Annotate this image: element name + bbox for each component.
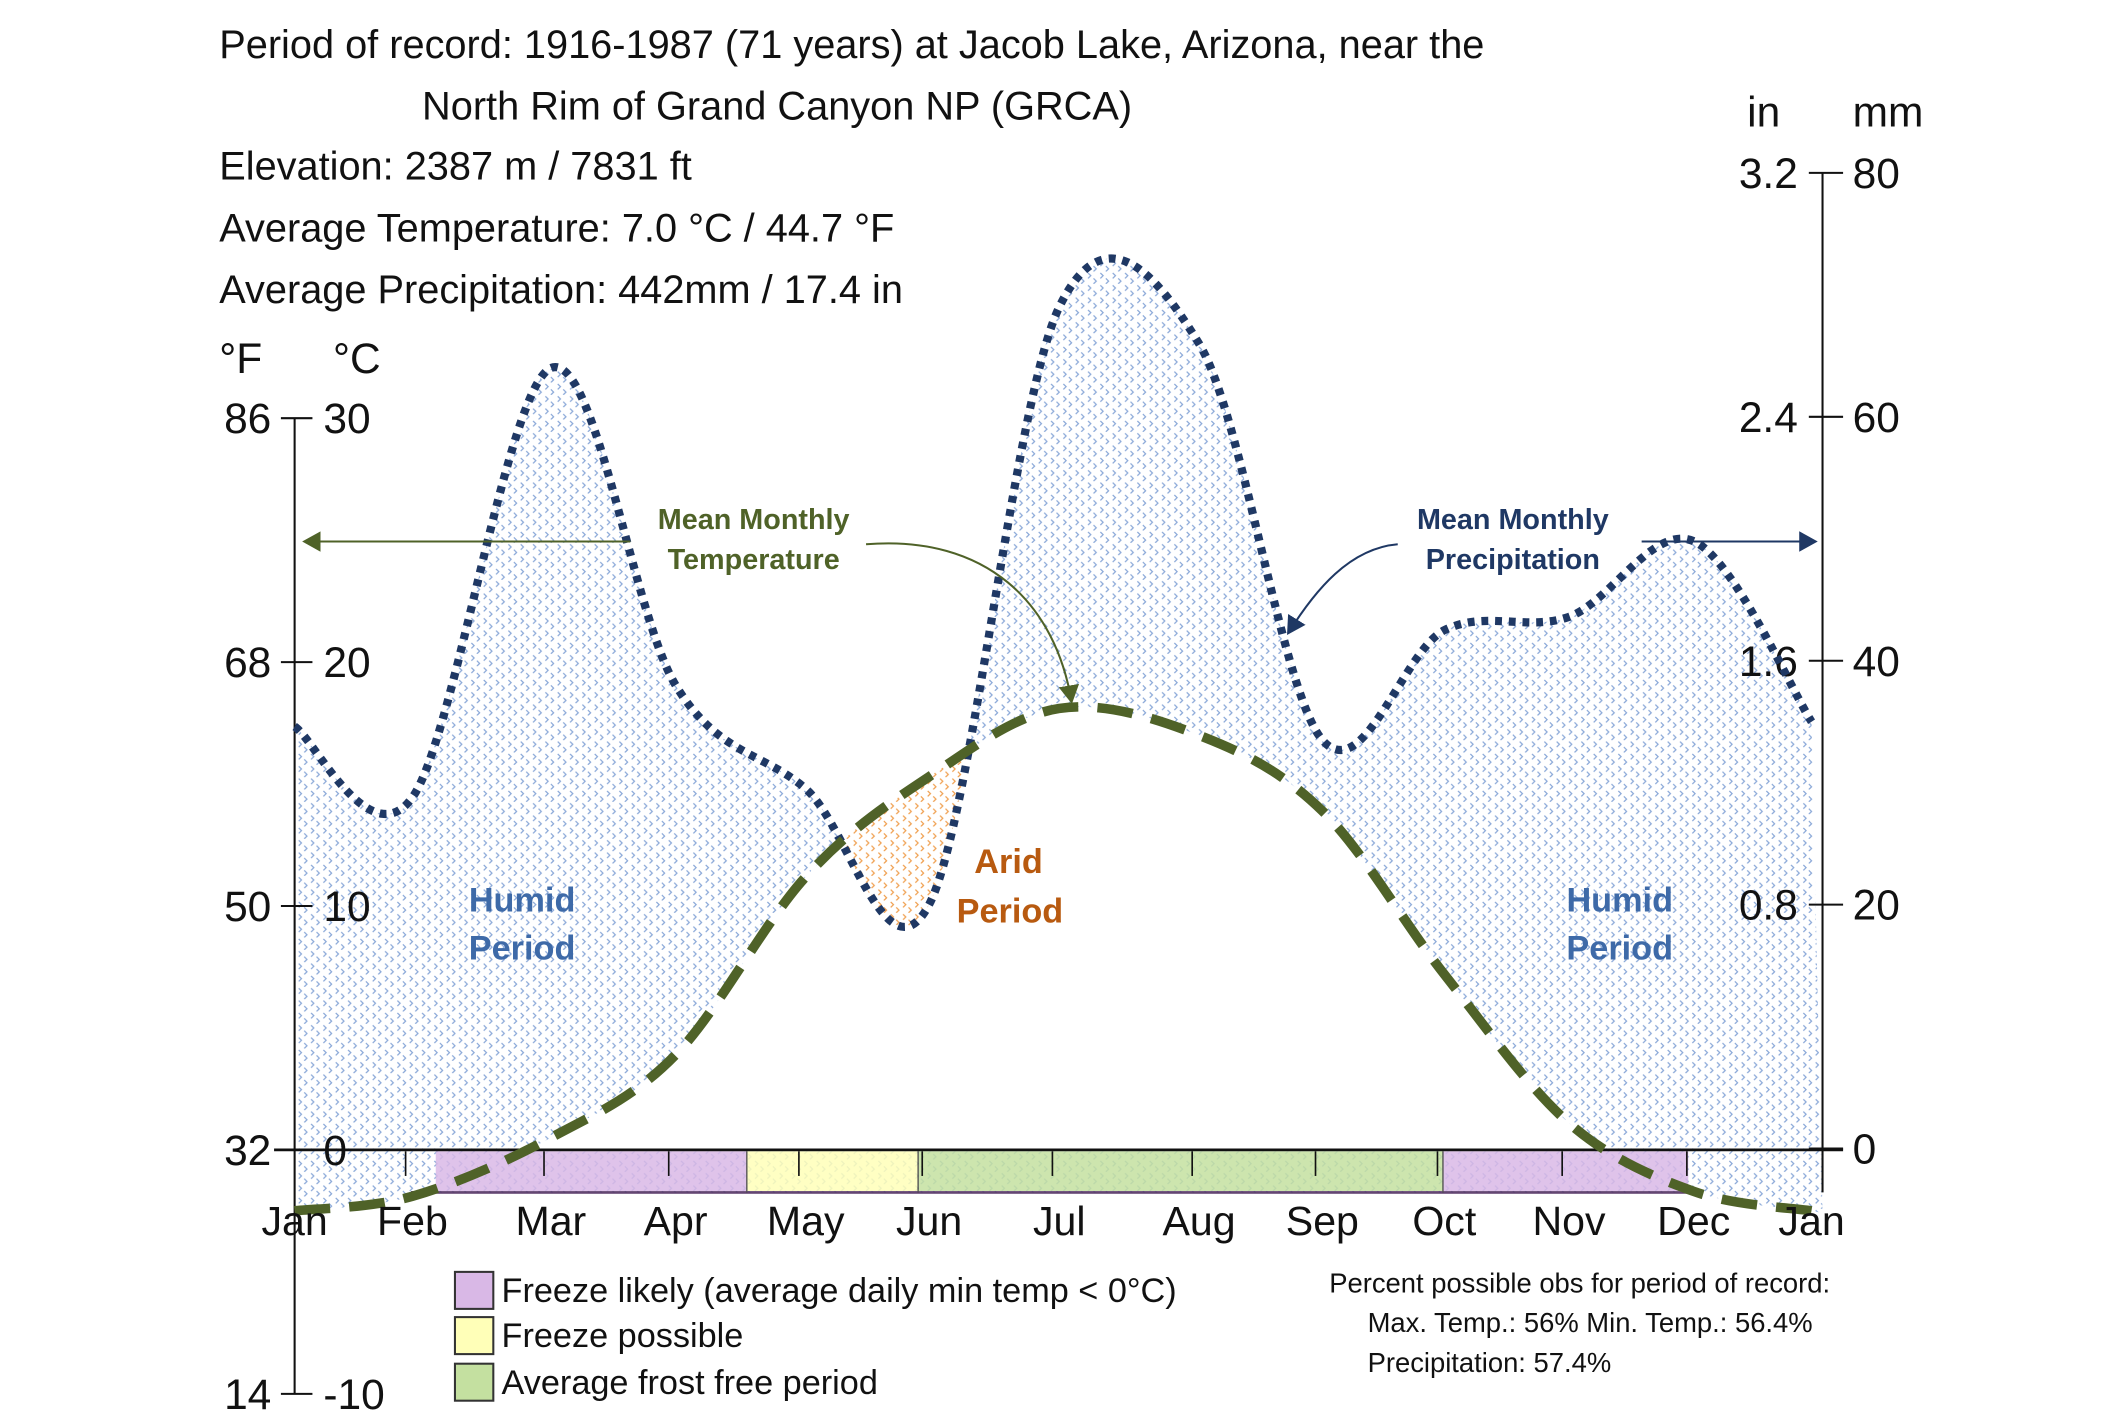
month-label: Mar xyxy=(515,1198,586,1244)
precipitation-label-1: Mean Monthly xyxy=(1417,504,1609,536)
unit-f: °F xyxy=(219,336,262,383)
month-label: Nov xyxy=(1532,1198,1606,1244)
tick-label-mm: 60 xyxy=(1853,395,1900,442)
legend: Freeze likely (average daily min temp < … xyxy=(453,1270,1177,1402)
tick-label-f: 50 xyxy=(224,884,271,931)
humid-left-2: Period xyxy=(469,929,576,967)
band-texture xyxy=(435,1151,1689,1193)
header: Period of record: 1916-1987 (71 years) a… xyxy=(219,23,1484,312)
tick-label-f: 32 xyxy=(224,1128,271,1175)
tick-label-in: 3.2 xyxy=(1739,151,1798,198)
note-line1: Percent possible obs for period of recor… xyxy=(1329,1267,1830,1298)
month-label: Jun xyxy=(896,1198,962,1244)
month-label: Dec xyxy=(1657,1198,1730,1244)
month-label: Oct xyxy=(1412,1198,1477,1244)
month-label: Jul xyxy=(1033,1198,1086,1244)
precipitation-pointer xyxy=(1287,543,1398,636)
month-label: Jan xyxy=(261,1198,327,1244)
legend-freeze-likely: Freeze likely (average daily min temp < … xyxy=(502,1272,1177,1310)
note-line3: Precipitation: 57.4% xyxy=(1368,1347,1612,1378)
elevation: Elevation: 2387 m / 7831 ft xyxy=(219,145,692,189)
note-line2: Max. Temp.: 56% Min. Temp.: 56.4% xyxy=(1368,1307,1813,1338)
header-line1: Period of record: 1916-1987 (71 years) a… xyxy=(219,23,1484,67)
tick-label-c: 30 xyxy=(323,396,370,443)
average-precipitation: Average Precipitation: 442mm / 17.4 in xyxy=(219,268,903,312)
humid-right-1: Humid xyxy=(1566,881,1673,919)
unit-mm: mm xyxy=(1853,89,1924,136)
tick-label-c: 20 xyxy=(323,640,370,687)
observation-notes: Percent possible obs for period of recor… xyxy=(1329,1267,1830,1377)
temperature-label-1: Mean Monthly xyxy=(658,504,850,536)
precipitation-label-2: Precipitation xyxy=(1426,544,1600,576)
unit-c: °C xyxy=(333,336,381,383)
temperature-pointer xyxy=(865,542,1080,704)
tick-label-f: 86 xyxy=(224,396,271,443)
month-label: Feb xyxy=(377,1198,448,1244)
month-label: May xyxy=(767,1198,845,1244)
tick-label-mm: 0 xyxy=(1853,1127,1877,1174)
month-label: Aug xyxy=(1162,1198,1235,1244)
month-labels: Jan Feb Mar Apr May Jun Jul Aug Sep Oct Nov Dec Jan xyxy=(261,1198,1844,1244)
temperature-line xyxy=(294,702,1813,1216)
arid-label-1: Arid xyxy=(974,843,1043,881)
tick-label-c: 10 xyxy=(323,884,370,931)
month-label: Sep xyxy=(1286,1198,1359,1244)
tick-label-in: 0.8 xyxy=(1739,883,1798,930)
tick-label-mm: 80 xyxy=(1853,151,1900,198)
header-line2: North Rim of Grand Canyon NP (GRCA) xyxy=(422,84,1132,128)
unit-in: in xyxy=(1747,89,1780,136)
average-temperature: Average Temperature: 7.0 °C / 44.7 °F xyxy=(219,206,894,250)
humid-right-2: Period xyxy=(1566,929,1673,967)
tick-label-mm: 40 xyxy=(1853,639,1900,686)
tick-label-in: 2.4 xyxy=(1739,395,1798,442)
tick-label-f: 14 xyxy=(224,1372,271,1416)
humid-left-1: Humid xyxy=(469,881,576,919)
below-temperature-area xyxy=(294,706,1823,1213)
tick-label-c: 0 xyxy=(323,1128,347,1175)
tick-label-f: 68 xyxy=(224,640,271,687)
legend-frost-free: Average frost free period xyxy=(502,1364,878,1402)
tick-label-in: 1.6 xyxy=(1739,639,1798,686)
legend-swatch-freeze-likely xyxy=(453,1270,495,1310)
legend-freeze-possible: Freeze possible xyxy=(502,1317,744,1355)
month-label: Jan xyxy=(1778,1198,1844,1244)
freeze-bands xyxy=(411,1151,1689,1194)
month-label: Apr xyxy=(644,1198,708,1244)
tick-label-mm: 20 xyxy=(1853,883,1900,930)
temperature-label-2: Temperature xyxy=(668,544,840,576)
legend-swatch-frost-free xyxy=(453,1362,495,1402)
tick-label-c: -10 xyxy=(323,1372,384,1416)
arid-label-2: Period xyxy=(957,892,1064,930)
axis-ticks: 86 30 68 20 50 10 32 0 14 -10 3.2 80 2.4 60 1.6 40 0.8 20… xyxy=(224,151,1900,1416)
legend-swatch-freeze-possible xyxy=(453,1316,495,1356)
